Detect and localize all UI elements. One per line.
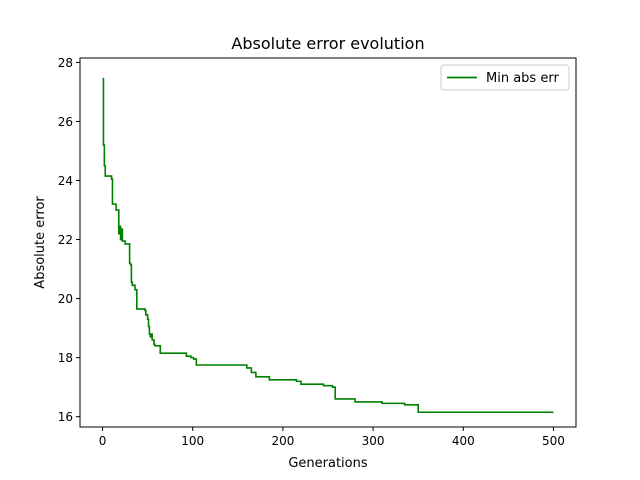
x-tick-label: 100 <box>181 434 204 448</box>
legend-box <box>440 64 570 91</box>
y-tick-label: 26 <box>58 115 73 129</box>
ticks-layer: 0 100 200 300 400 500 16 18 20 22 24 26 28 <box>58 56 565 448</box>
legend-label: Min abs err <box>486 71 559 86</box>
x-tick-label: 300 <box>362 434 385 448</box>
x-tick-label: 500 <box>542 434 565 448</box>
y-tick-label: 18 <box>58 351 73 365</box>
x-tick-label: 200 <box>271 434 294 448</box>
x-axis-label: Generations <box>288 456 368 471</box>
plot-frame <box>79 57 577 428</box>
y-tick-label: 16 <box>58 410 73 424</box>
legend: Min abs err <box>440 64 570 91</box>
series-layer <box>102 77 554 414</box>
x-tick-label: 0 <box>99 434 107 448</box>
y-axis-label: Absolute error <box>33 196 48 289</box>
x-tick-label: 400 <box>452 434 475 448</box>
y-tick-label: 24 <box>58 174 73 188</box>
chart-title: Absolute error evolution <box>231 34 424 53</box>
plot-area <box>80 58 576 427</box>
y-tick-label: 28 <box>58 56 73 70</box>
y-tick-label: 20 <box>58 292 73 306</box>
series-line <box>102 77 554 414</box>
y-tick-label: 22 <box>58 233 73 247</box>
